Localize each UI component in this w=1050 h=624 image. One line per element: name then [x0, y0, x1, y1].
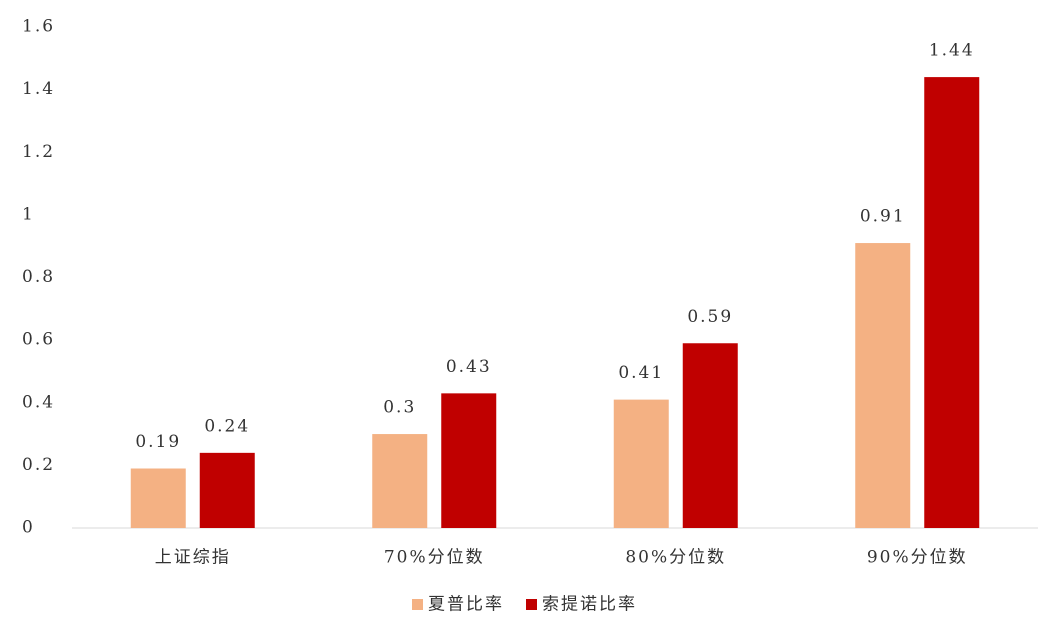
value-label: 0.91 — [860, 207, 906, 227]
x-tick-label: 90%分位数 — [867, 548, 968, 568]
y-tick-label: 0.4 — [22, 392, 55, 412]
bar — [372, 434, 428, 528]
value-label: 0.41 — [618, 363, 664, 383]
value-label: 0.59 — [687, 307, 733, 327]
x-tick-label: 70%分位数 — [384, 548, 485, 568]
legend-label: 索提诺比率 — [542, 595, 637, 615]
bar — [855, 243, 911, 528]
value-label: 0.24 — [204, 416, 250, 436]
x-tick-label: 80%分位数 — [625, 548, 726, 568]
y-tick-label: 1.4 — [22, 79, 55, 99]
bar — [924, 77, 980, 528]
y-tick-label: 0.6 — [22, 330, 55, 350]
bar — [199, 452, 255, 528]
y-tick-label: 1.2 — [22, 142, 55, 162]
legend-swatch — [412, 599, 423, 610]
y-tick-label: 0 — [22, 518, 35, 538]
y-tick-label: 1 — [22, 204, 35, 224]
legend-swatch — [526, 599, 537, 610]
value-label: 0.3 — [383, 398, 416, 418]
x-tick-label: 上证综指 — [155, 548, 231, 568]
bar — [130, 468, 186, 528]
y-tick-label: 0.2 — [22, 455, 55, 475]
value-label: 0.43 — [446, 357, 492, 377]
bar — [441, 393, 497, 528]
bar — [613, 399, 669, 528]
value-label: 1.44 — [929, 41, 975, 61]
y-tick-label: 1.6 — [22, 17, 55, 37]
legend-label: 夏普比率 — [428, 595, 504, 615]
value-label: 0.19 — [135, 432, 181, 452]
y-tick-label: 0.8 — [22, 267, 55, 287]
bar — [682, 343, 738, 528]
